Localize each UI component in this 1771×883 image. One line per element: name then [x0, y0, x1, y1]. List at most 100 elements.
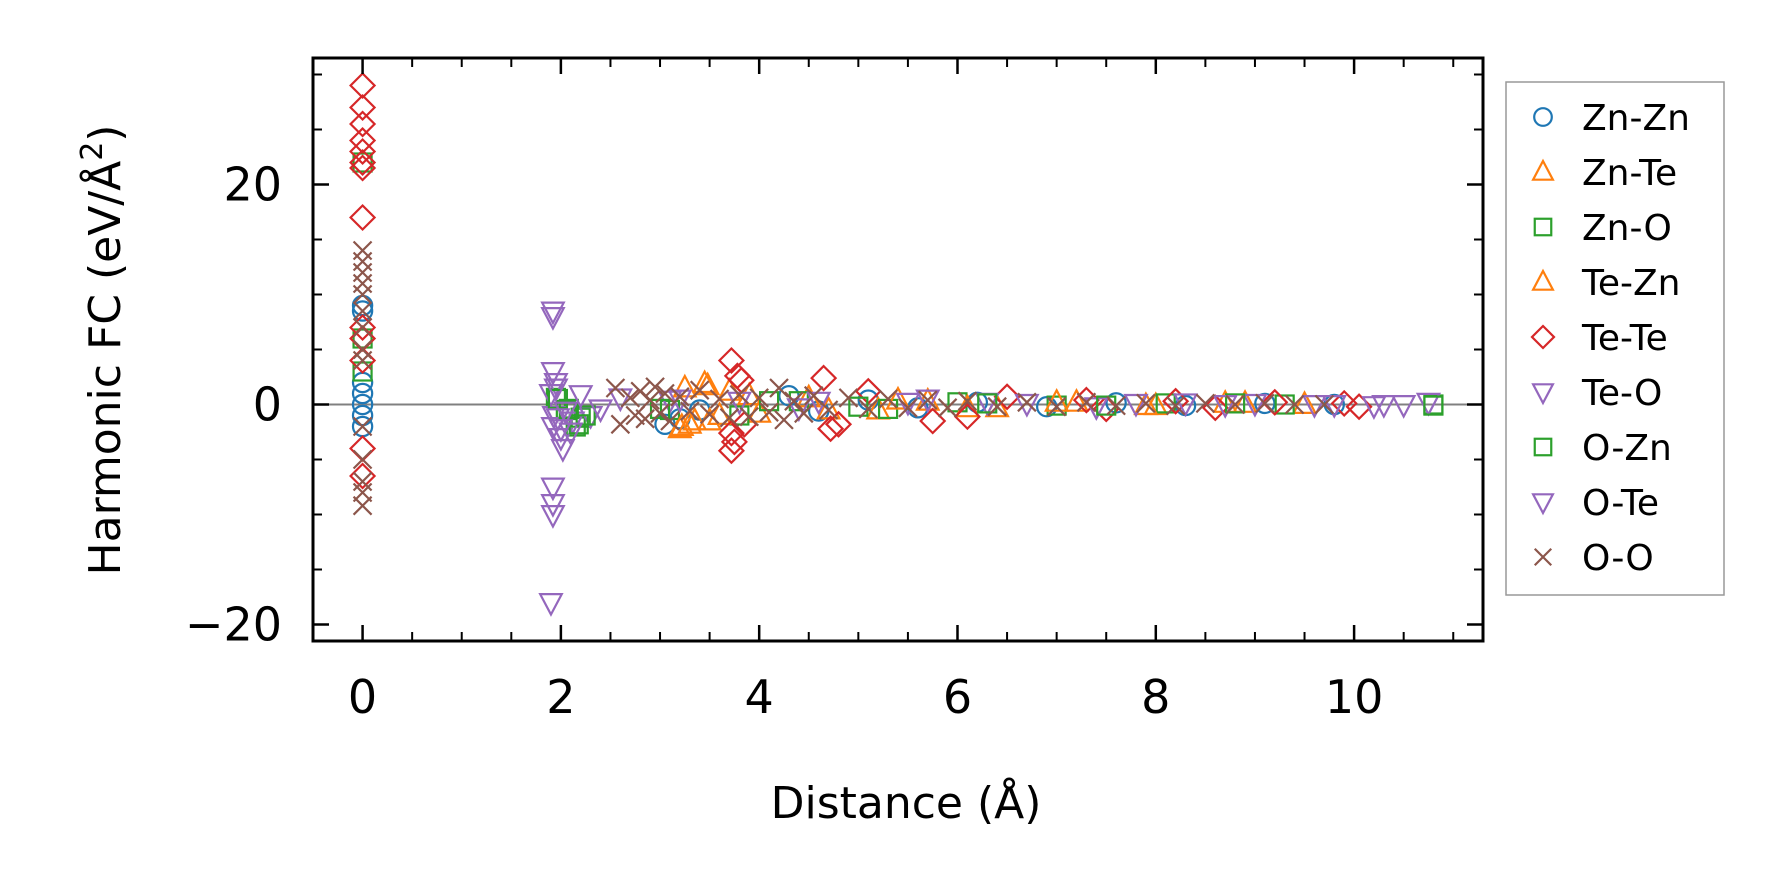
- data-point: [349, 137, 377, 166]
- data-point: [1301, 395, 1328, 419]
- data-point: [915, 389, 941, 414]
- data-point: [720, 428, 748, 456]
- data-point: [1391, 395, 1417, 419]
- data-point: [352, 361, 373, 382]
- legend-label: Te-O: [1581, 373, 1662, 414]
- data-point: [650, 403, 670, 424]
- data-point: [689, 380, 710, 400]
- data-point: [670, 387, 690, 407]
- data-point: [351, 300, 374, 322]
- data-point: [349, 71, 377, 100]
- data-point: [699, 404, 720, 425]
- data-point: [1254, 392, 1276, 415]
- data-point: [352, 284, 373, 305]
- data-point: [818, 400, 839, 420]
- data-point: [352, 262, 373, 283]
- legend-item: Zn-Te: [1531, 153, 1677, 194]
- legend-label: Zn-O: [1582, 208, 1672, 249]
- data-point: [352, 339, 373, 360]
- plot-frame: [311, 56, 1485, 643]
- data-point: [1046, 396, 1067, 417]
- data-point: [810, 364, 838, 392]
- data-point: [1291, 390, 1318, 414]
- data-point: [682, 406, 708, 431]
- data-point: [587, 399, 614, 424]
- data-point: [1172, 393, 1199, 418]
- data-point: [640, 390, 660, 410]
- data-point: [553, 401, 579, 426]
- data-point: [885, 385, 911, 410]
- legend-marker: [1530, 324, 1556, 350]
- legend-label: O-O: [1582, 538, 1654, 579]
- series-O-Te: [543, 378, 1387, 447]
- data-point: [784, 391, 804, 411]
- data-point: [1330, 389, 1358, 417]
- legend-label: Zn-Zn: [1582, 98, 1690, 139]
- legend-item: Zn-O: [1533, 208, 1672, 249]
- x-tick-label: 8: [1141, 670, 1170, 724]
- data-point: [1225, 393, 1246, 414]
- data-point: [680, 401, 700, 421]
- data-point: [352, 449, 373, 470]
- legend-marker: [1533, 217, 1553, 237]
- data-point: [1106, 395, 1126, 416]
- data-point: [1063, 387, 1090, 412]
- data-point: [953, 403, 981, 431]
- data-point: [352, 301, 373, 321]
- data-point: [717, 346, 745, 375]
- data-point: [352, 240, 373, 261]
- legend-item: Te-Zn: [1531, 263, 1681, 304]
- data-point: [655, 383, 675, 404]
- data-point: [1195, 393, 1216, 414]
- data-point: [917, 390, 938, 410]
- x-tick-label: 0: [348, 670, 377, 724]
- data-point: [620, 388, 641, 408]
- data-point: [605, 378, 626, 398]
- data-point: [769, 378, 789, 398]
- legend-item: Te-Te: [1530, 318, 1668, 359]
- data-point: [1314, 394, 1335, 415]
- data-point: [1242, 393, 1268, 418]
- data-point: [349, 110, 377, 138]
- y-tick-label: 20: [223, 158, 282, 212]
- data-point: [898, 398, 918, 418]
- y-tick-label: −20: [185, 598, 282, 652]
- data-point: [538, 592, 564, 617]
- series-O-Zn: [547, 388, 1444, 435]
- data-point: [349, 203, 377, 232]
- x-tick-label: 2: [546, 670, 575, 724]
- legend-marker: [1531, 158, 1555, 181]
- data-point: [878, 389, 898, 409]
- data-point: [806, 391, 832, 416]
- x-axis: 0 2 4 6 8 10: [312, 58, 1455, 724]
- data-point: [709, 389, 730, 409]
- data-point: [774, 410, 794, 430]
- series-O-O: [352, 240, 1335, 516]
- data-point: [349, 434, 377, 463]
- data-point: [645, 377, 665, 397]
- legend-item: Zn-Zn: [1533, 98, 1690, 139]
- data-point: [575, 405, 596, 426]
- data-point: [543, 378, 569, 403]
- data-point: [1261, 388, 1289, 416]
- data-point: [1165, 395, 1186, 416]
- data-point: [1415, 392, 1442, 417]
- data-point: [1076, 392, 1097, 413]
- data-point: [1212, 395, 1238, 419]
- data-point: [1284, 394, 1305, 415]
- data-point: [540, 477, 566, 502]
- x-tick-label: 4: [745, 670, 774, 724]
- legend: Zn-Zn Zn-Te Zn-O Te-Zn Te-Te Te-O O-Zn O-Te O-O: [1505, 81, 1725, 596]
- data-point: [349, 313, 377, 342]
- data-point: [540, 301, 566, 326]
- data-point: [351, 371, 374, 394]
- data-point: [1072, 386, 1100, 414]
- data-point: [538, 384, 564, 408]
- data-point: [351, 404, 374, 427]
- data-point: [759, 391, 780, 412]
- data-point: [838, 388, 859, 408]
- data-point: [977, 393, 998, 414]
- data-point: [550, 439, 576, 463]
- data-point: [607, 388, 633, 413]
- data-point: [352, 495, 373, 516]
